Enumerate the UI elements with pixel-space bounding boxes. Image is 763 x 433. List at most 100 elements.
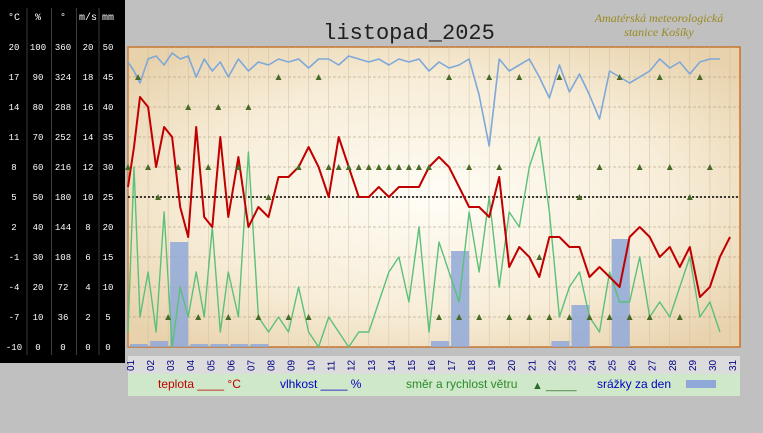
legend-precipitation-swatch xyxy=(686,380,716,388)
wind-direction-marker xyxy=(446,74,453,80)
chart-title: listopad_2025 xyxy=(323,21,495,46)
axis-tick-label: 100 xyxy=(30,43,46,53)
temperature-series xyxy=(127,96,731,298)
wind-direction-marker xyxy=(205,164,212,170)
wind-direction-marker xyxy=(646,314,653,320)
x-tick-label: 06 xyxy=(226,359,237,371)
axis-tick-label: 6 xyxy=(85,253,90,263)
axis-tick-label: 4 xyxy=(85,283,90,293)
axis-tick-label: 10 xyxy=(103,283,114,293)
axis-tick-label: 216 xyxy=(55,163,71,173)
axis-tick-label: 40 xyxy=(103,103,114,113)
axis-tick-label: 72 xyxy=(58,283,69,293)
axis-tick-label: 70 xyxy=(33,133,44,143)
axis-panel xyxy=(0,0,125,363)
axis-tick-label: 90 xyxy=(33,73,44,83)
axis-tick-label: 10 xyxy=(83,193,94,203)
wind-direction-marker xyxy=(135,74,142,80)
wind-direction-marker xyxy=(676,314,683,320)
axis-tick-label: 20 xyxy=(83,43,94,53)
x-tick-label: 29 xyxy=(688,359,699,371)
x-tick-label: 05 xyxy=(206,359,217,371)
x-tick-label: 01 xyxy=(126,359,137,371)
wind-direction-marker xyxy=(355,164,362,170)
wind-direction-marker xyxy=(185,104,192,110)
axis-tick-label: 12 xyxy=(83,163,94,173)
wind-direction-marker xyxy=(706,164,713,170)
axis-tick-label: 14 xyxy=(9,103,20,113)
wind-direction-marker xyxy=(506,314,513,320)
wind-direction-marker xyxy=(245,104,252,110)
axis-tick-label: 180 xyxy=(55,193,71,203)
wind-direction-marker xyxy=(546,314,553,320)
legend-wind-marker: ▲ _____ xyxy=(532,380,577,392)
wind-direction-marker xyxy=(656,74,663,80)
wind-direction-marker xyxy=(696,74,703,80)
precipitation-bar xyxy=(250,344,269,347)
axis-tick-label: 17 xyxy=(9,73,20,83)
x-tick-label: 10 xyxy=(307,359,318,371)
legend-precipitation: srážky za den xyxy=(597,377,671,391)
wind-direction-marker xyxy=(415,164,422,170)
wind-direction-marker xyxy=(255,314,262,320)
wind-direction-marker xyxy=(195,314,202,320)
x-tick-label: 16 xyxy=(427,359,438,371)
wind-direction-markers xyxy=(125,74,713,320)
wind-direction-marker xyxy=(616,74,623,80)
grid-lines xyxy=(127,46,740,348)
x-tick-label: 09 xyxy=(287,359,298,371)
temperature-line xyxy=(127,96,731,298)
wind-direction-marker xyxy=(295,164,302,170)
axis-tick-label: 2 xyxy=(11,223,16,233)
x-tick-label: 28 xyxy=(668,359,679,371)
x-tick-label: 22 xyxy=(547,359,558,371)
axis-tick-label: 14 xyxy=(83,133,94,143)
wind-direction-marker xyxy=(365,164,372,170)
wind-direction-marker xyxy=(496,164,503,170)
axis-tick-label: 40 xyxy=(33,223,44,233)
x-tick-label: 04 xyxy=(186,359,197,371)
axis-tick-label: 8 xyxy=(85,223,90,233)
precipitation-bar xyxy=(551,341,570,347)
axis-tick-label: 144 xyxy=(55,223,71,233)
axis-tick-label: 10 xyxy=(33,313,44,323)
wind-direction-marker xyxy=(375,164,382,170)
axis-tick-label: 0 xyxy=(60,343,65,353)
wind-direction-marker xyxy=(606,314,613,320)
wind-direction-marker xyxy=(526,314,533,320)
x-tick-label: 26 xyxy=(628,359,639,371)
wind-direction-marker xyxy=(395,164,402,170)
precipitation-bar xyxy=(230,344,249,347)
wind-direction-marker xyxy=(626,314,633,320)
axis-tick-label: 11 xyxy=(9,133,20,143)
wind-direction-marker xyxy=(666,164,673,170)
x-tick-label: 20 xyxy=(507,359,518,371)
wind-direction-marker xyxy=(315,74,322,80)
wind-direction-marker xyxy=(436,314,443,320)
axis-tick-label: 0 xyxy=(85,343,90,353)
axis-tick-label: 288 xyxy=(55,103,71,113)
axis-tick-label: -7 xyxy=(9,313,20,323)
x-tick-label: 12 xyxy=(347,359,358,371)
axis-unit-label: mm xyxy=(102,13,114,24)
wind-direction-marker xyxy=(596,164,603,170)
wind-direction-marker xyxy=(586,314,593,320)
x-tick-label: 08 xyxy=(266,359,277,371)
wind-direction-marker xyxy=(556,74,563,80)
precipitation-bar xyxy=(190,344,209,347)
x-tick-label: 30 xyxy=(708,359,719,371)
wind-direction-marker xyxy=(155,194,162,200)
x-tick-label: 07 xyxy=(246,359,257,371)
axis-tick-label: 45 xyxy=(103,73,114,83)
x-tick-label: 21 xyxy=(527,359,538,371)
x-tick-label: 19 xyxy=(487,359,498,371)
wind-direction-marker xyxy=(235,164,242,170)
wind-direction-marker xyxy=(405,164,412,170)
axis-tick-label: 30 xyxy=(33,253,44,263)
x-axis-ticks: 01 02 03 04 05 06 07 08 09 10 11 12 13 14 15 16 17 18 19 20… xyxy=(126,359,739,371)
humidity-line xyxy=(127,52,720,147)
wind-direction-marker xyxy=(536,254,543,260)
precipitation-bar xyxy=(611,239,630,347)
axis-tick-label: 20 xyxy=(33,283,44,293)
